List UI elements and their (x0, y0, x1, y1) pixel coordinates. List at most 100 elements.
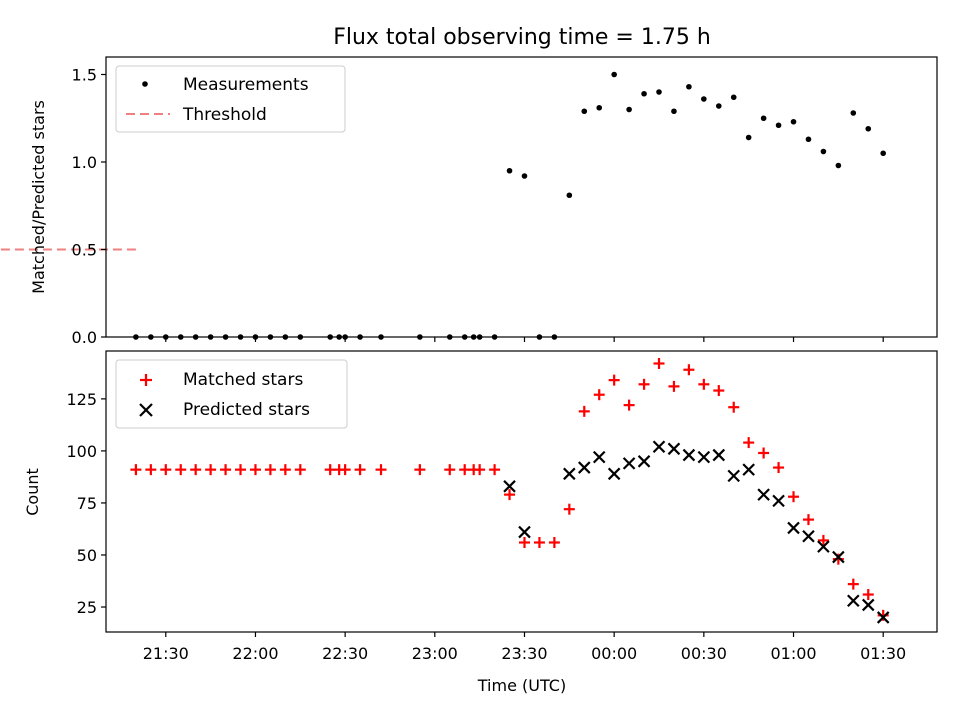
matched-star-point (773, 462, 785, 474)
matched-star-point (698, 378, 710, 390)
measurement-point (641, 90, 647, 97)
measurement-point (626, 106, 632, 113)
matched-star-point (847, 578, 859, 590)
matched-star-point (354, 464, 366, 476)
predicted-star-point (622, 457, 636, 470)
matched-star-point (474, 464, 486, 476)
x-tick-label: 01:30 (860, 644, 906, 663)
matched-star-point (518, 536, 530, 548)
matched-star-point (593, 389, 605, 401)
legend-matched-label: Matched stars (183, 370, 303, 390)
measurement-point (820, 148, 827, 155)
predicted-star-point (817, 540, 830, 553)
bottom-legend: Matched stars Predicted stars (115, 359, 348, 429)
bottom-y-axis: 25 50 75 100 125 (66, 390, 106, 617)
matched-star-point (175, 464, 187, 476)
top-legend-box (115, 65, 346, 133)
legend-predicted-label: Predicted stars (183, 400, 310, 420)
matched-star-point (668, 380, 680, 392)
matched-star-point (279, 464, 291, 476)
measurement-point (805, 136, 812, 143)
legend-measurements-marker (142, 81, 148, 87)
x-tick-label: 21:30 (143, 644, 189, 663)
matched-star-point (728, 401, 740, 413)
predicted-stars-series (503, 440, 890, 624)
matched-star-point (264, 464, 276, 476)
predicted-star-point (832, 550, 845, 564)
measurement-point (566, 192, 573, 199)
bottom-y-axis-label: Count (23, 468, 42, 516)
x-tick-label: 01:00 (770, 644, 816, 663)
measurement-point (596, 104, 603, 111)
measurement-point (880, 150, 886, 157)
matched-star-point (638, 378, 650, 390)
legend-predicted-marker (139, 403, 153, 417)
legend-matched-marker (140, 374, 152, 386)
matched-star-point (249, 464, 261, 476)
x-tick-label: 22:00 (232, 644, 278, 663)
predicted-star-point (712, 448, 726, 462)
predicted-star-point (757, 488, 770, 501)
measurement-point (611, 71, 617, 78)
x-tick-label: 23:30 (501, 644, 547, 663)
top-plot-frame (105, 56, 938, 338)
measurement-point (521, 173, 528, 179)
matched-star-point (375, 464, 387, 476)
matched-star-point (339, 464, 351, 476)
legend-threshold-label: Threshold (182, 105, 267, 125)
matched-star-point (862, 589, 874, 601)
matched-star-point (414, 464, 426, 476)
predicted-star-point (727, 469, 741, 483)
measurement-point (686, 83, 692, 90)
x-axis-label: Time (UTC) (477, 676, 566, 695)
top-y-tick-label: 0.0 (72, 328, 97, 347)
matched-star-point (653, 357, 665, 369)
bottom-panel: 25 50 75 100 125 21:30 22:00 22:30 23:00 23:30 00… (23, 350, 938, 695)
predicted-star-point (637, 455, 651, 468)
matched-star-point (160, 464, 172, 476)
predicted-star-point (682, 448, 696, 462)
matched-star-point (504, 489, 516, 501)
top-y-tick-label: 1.5 (72, 66, 97, 85)
x-tick-label: 00:30 (681, 644, 727, 663)
measurement-point (671, 108, 677, 115)
predicted-star-point (592, 450, 606, 464)
matched-star-point (578, 405, 590, 417)
top-panel: 0.0 0.5 1.0 1.5 Matched/Predicted stars Mea… (0, 56, 938, 347)
x-tick-label: 00:00 (591, 644, 637, 663)
bottom-y-tick-label: 100 (66, 442, 97, 461)
predicted-star-point (503, 480, 516, 493)
matched-star-point (444, 464, 456, 476)
bottom-plot-frame (105, 350, 938, 633)
top-y-axis-label: Matched/Predicted stars (29, 100, 48, 294)
measurement-point (775, 122, 782, 129)
predicted-star-point (667, 442, 681, 456)
measurement-point (701, 96, 707, 102)
matched-star-point (623, 399, 635, 411)
matched-star-point (683, 364, 695, 376)
measurement-point (760, 115, 767, 122)
matched-star-point (294, 464, 306, 476)
matched-star-point (743, 437, 755, 449)
matched-star-point (548, 536, 560, 548)
predicted-star-point (697, 450, 711, 464)
bottom-y-tick-label: 25 (77, 598, 97, 617)
measurement-point (865, 125, 872, 132)
predicted-star-point (772, 494, 785, 508)
matched-star-point (832, 553, 844, 565)
predicted-star-point (861, 598, 875, 612)
measurement-point (730, 94, 737, 101)
predicted-star-point (876, 611, 890, 624)
matched-stars-series (130, 357, 889, 621)
x-tick-label: 23:00 (412, 644, 458, 663)
measurement-point (790, 118, 797, 125)
measurement-point (835, 162, 842, 169)
matched-star-point (713, 385, 725, 397)
bottom-y-tick-label: 50 (77, 546, 97, 565)
predicted-star-point (802, 529, 815, 543)
predicted-star-point (577, 461, 591, 474)
matched-star-point (235, 464, 247, 476)
matched-star-point (817, 534, 829, 546)
top-y-axis: 0.0 0.5 1.0 1.5 (72, 66, 106, 347)
